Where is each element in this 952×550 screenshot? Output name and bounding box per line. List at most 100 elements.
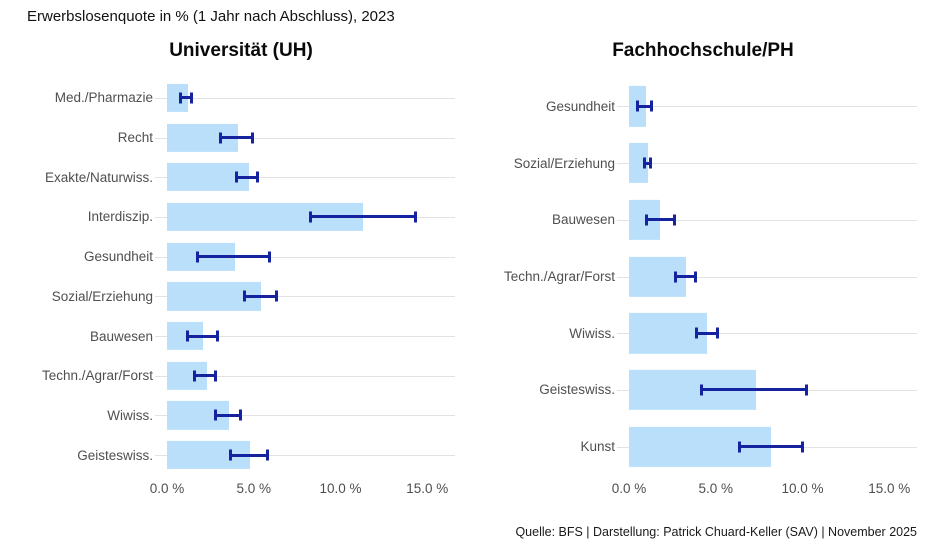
bar-row: Gesundheit xyxy=(489,78,917,135)
error-line xyxy=(635,104,654,108)
error-cap-right xyxy=(693,271,697,283)
error-bar xyxy=(644,214,676,226)
category-label: Gesundheit xyxy=(545,98,615,114)
x-tick-label: 5.0 % xyxy=(236,481,271,496)
error-bar xyxy=(309,211,417,223)
error-cap-left xyxy=(243,290,247,302)
category-label: Techn./Agrar/Forst xyxy=(503,269,615,285)
gridline xyxy=(617,163,917,165)
error-line xyxy=(694,331,720,335)
error-line xyxy=(309,215,417,219)
category-label: Recht xyxy=(117,130,153,146)
bar-track xyxy=(155,435,455,475)
x-tick-label: 10.0 % xyxy=(319,481,362,496)
category-label: Sozial/Erziehung xyxy=(513,155,615,171)
bar-track xyxy=(155,118,455,158)
gridline xyxy=(617,276,917,278)
category-label: Med./Pharmazie xyxy=(54,90,153,106)
error-cap-right xyxy=(801,441,805,453)
bar-row: Techn./Agrar/Forst xyxy=(27,356,455,396)
bar-row: Bauwesen xyxy=(489,191,917,248)
error-bar xyxy=(219,132,254,144)
error-cap-right xyxy=(255,171,259,183)
error-cap-right xyxy=(266,449,270,461)
bar-track xyxy=(155,396,455,436)
bar-track xyxy=(155,277,455,317)
gridline xyxy=(155,97,455,99)
bar-track xyxy=(617,305,917,362)
error-cap-right xyxy=(275,290,279,302)
bar-row: Geisteswiss. xyxy=(489,362,917,419)
chart-universitaet: Universität (UH) Med./Pharmazie Recht Exak… xyxy=(27,40,455,501)
bar-row: Med./Pharmazie xyxy=(27,78,455,118)
bar-track xyxy=(617,135,917,192)
error-bar xyxy=(700,384,808,396)
error-cap-left xyxy=(186,330,190,342)
bar-row: Kunst xyxy=(489,418,917,475)
error-line xyxy=(219,136,254,140)
error-line xyxy=(186,334,220,338)
error-cap-left xyxy=(309,211,313,223)
bar-track xyxy=(155,157,455,197)
bar-track xyxy=(617,362,917,419)
error-cap-left xyxy=(229,449,233,461)
bar-row: Geisteswiss. xyxy=(27,435,455,475)
error-cap-left xyxy=(213,409,217,421)
error-bar xyxy=(193,370,218,382)
plot-universitaet: Med./Pharmazie Recht Exakte/Naturwiss. Inte… xyxy=(27,78,455,475)
error-bar xyxy=(213,409,242,421)
gridline xyxy=(155,415,455,417)
bar-track xyxy=(617,248,917,305)
error-cap-left xyxy=(179,92,183,104)
error-cap-left xyxy=(674,271,678,283)
error-cap-right xyxy=(648,157,652,169)
error-cap-right xyxy=(214,370,218,382)
category-label: Gesundheit xyxy=(83,249,153,265)
x-tick-label: 10.0 % xyxy=(781,481,824,496)
main-title: Erwerbslosenquote in % (1 Jahr nach Absc… xyxy=(27,8,395,25)
bar-track xyxy=(617,191,917,248)
error-line xyxy=(642,161,652,165)
bar-track xyxy=(155,356,455,396)
error-line xyxy=(179,96,194,100)
bar-row: Techn./Agrar/Forst xyxy=(489,248,917,305)
gridline xyxy=(155,375,455,377)
category-label: Geisteswiss. xyxy=(539,382,615,398)
bar-row: Gesundheit xyxy=(27,237,455,277)
chart-fachhochschule: Fachhochschule/PH Gesundheit Sozial/Erzie… xyxy=(489,40,917,501)
gridline xyxy=(155,177,455,179)
charts-container: Universität (UH) Med./Pharmazie Recht Exak… xyxy=(27,40,917,501)
error-bar xyxy=(694,327,720,339)
category-label: Wiwiss. xyxy=(569,325,615,341)
error-bar xyxy=(243,290,279,302)
bar-track xyxy=(155,237,455,277)
error-cap-right xyxy=(250,132,254,144)
x-axis-fachhochschule: 0.0 % 5.0 % 10.0 % 15.0 % xyxy=(612,481,917,501)
error-cap-left xyxy=(234,171,238,183)
bar-row: Sozial/Erziehung xyxy=(27,277,455,317)
x-tick-label: 5.0 % xyxy=(698,481,733,496)
error-bar xyxy=(229,449,270,461)
x-tick-label: 15.0 % xyxy=(868,481,911,496)
gridline xyxy=(617,219,917,221)
gridline xyxy=(155,256,455,258)
error-line xyxy=(644,218,676,222)
error-line xyxy=(234,175,259,179)
bar-track xyxy=(155,78,455,118)
gridline xyxy=(617,333,917,335)
category-label: Exakte/Naturwiss. xyxy=(44,169,153,185)
x-tick-label: 15.0 % xyxy=(406,481,449,496)
error-cap-right xyxy=(672,214,676,226)
bar-track xyxy=(155,316,455,356)
error-cap-right xyxy=(238,409,242,421)
error-bar xyxy=(234,171,259,183)
category-label: Sozial/Erziehung xyxy=(51,288,153,304)
error-cap-left xyxy=(694,327,698,339)
value-bar xyxy=(629,142,649,184)
category-label: Geisteswiss. xyxy=(77,447,153,463)
error-line xyxy=(738,445,805,449)
bar-row: Wiwiss. xyxy=(489,305,917,362)
error-line xyxy=(243,294,279,298)
error-cap-left xyxy=(738,441,742,453)
